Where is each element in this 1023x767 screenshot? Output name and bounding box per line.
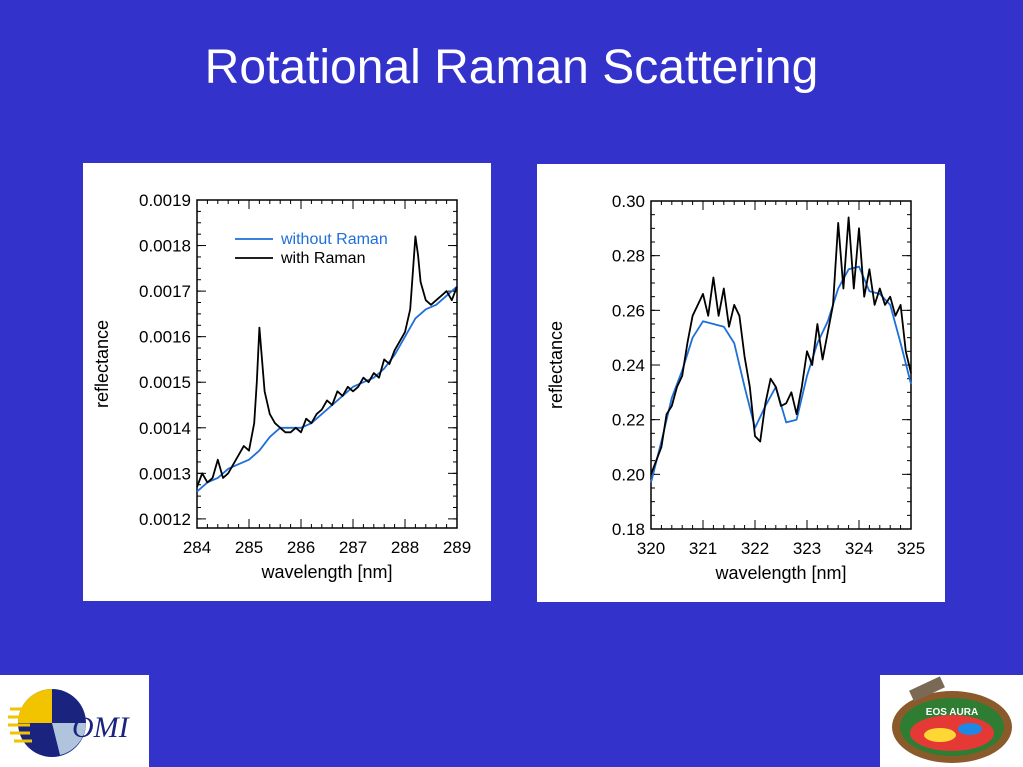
y-tick-label: 0.24: [612, 356, 645, 375]
x-tick-label: 288: [391, 538, 419, 557]
series-line-with-raman: [196, 235, 458, 488]
y-axis-label: reflectance: [546, 321, 566, 409]
y-tick-label: 0.0016: [139, 328, 191, 347]
x-tick-label: 285: [235, 538, 263, 557]
y-tick-label: 0.0019: [139, 191, 191, 210]
y-tick-label: 0.18: [612, 520, 645, 539]
omi-logo: OMI: [0, 675, 149, 767]
y-tick-label: 0.0012: [139, 510, 191, 529]
slide-title: Rotational Raman Scattering: [204, 41, 819, 94]
y-tick-label: 0.26: [612, 301, 645, 320]
y-tick-label: 0.0017: [139, 282, 191, 301]
y-tick-label: 0.30: [612, 192, 645, 211]
chart-panel-left: 284 285 286 287 288 289 0.0012 0.0013 0.0014 0.00…: [83, 163, 491, 601]
y-tick-label: 0.28: [612, 247, 645, 266]
x-tick-label: 323: [793, 539, 821, 558]
omi-logo-text: OMI: [72, 711, 129, 744]
y-tick-label: 0.0015: [139, 373, 191, 392]
y-tick-label: 0.0013: [139, 464, 191, 483]
legend-label: with Raman: [280, 250, 365, 267]
x-tick-label: 287: [339, 538, 367, 557]
series-line-without-raman: [650, 265, 912, 483]
plot-frame: [196, 199, 458, 529]
eos-aura-logo: EOS AURA: [880, 675, 1023, 767]
series-line-without-raman: [196, 285, 458, 493]
y-tick-label: 0.0014: [139, 419, 191, 438]
omi-emblem-icon: [8, 689, 86, 757]
chart-left: 284 285 286 287 288 289 0.0012 0.0013 0.0014 0.00…: [92, 191, 471, 582]
x-tick-label: 289: [443, 538, 471, 557]
y-tick-label: 0.0018: [139, 237, 191, 256]
x-axis-label: wavelength [nm]: [714, 563, 846, 583]
chart-panel-right: 320 321 322 323 324 325 0.18 0.20 0.22 0.24 0.26 0.…: [537, 164, 945, 602]
plot-frame: [650, 200, 912, 530]
x-tick-label: 324: [845, 539, 873, 558]
legend-label: without Raman: [280, 231, 388, 248]
series-line-with-raman: [650, 216, 912, 475]
y-axis-label: reflectance: [92, 320, 112, 408]
x-tick-label: 320: [637, 539, 665, 558]
x-axis-label: wavelength [nm]: [260, 562, 392, 582]
x-tick-label: 322: [741, 539, 769, 558]
chart-right: 320 321 322 323 324 325 0.18 0.20 0.22 0.24 0.26 0.…: [546, 192, 925, 583]
x-tick-label: 321: [689, 539, 717, 558]
y-tick-label: 0.20: [612, 465, 645, 484]
x-tick-label: 286: [287, 538, 315, 557]
x-tick-label: 325: [897, 539, 925, 558]
eos-aura-emblem-icon: EOS AURA: [892, 676, 1012, 763]
y-tick-label: 0.22: [612, 411, 645, 430]
eos-aura-logo-text: EOS AURA: [926, 707, 978, 718]
x-tick-label: 284: [183, 538, 211, 557]
